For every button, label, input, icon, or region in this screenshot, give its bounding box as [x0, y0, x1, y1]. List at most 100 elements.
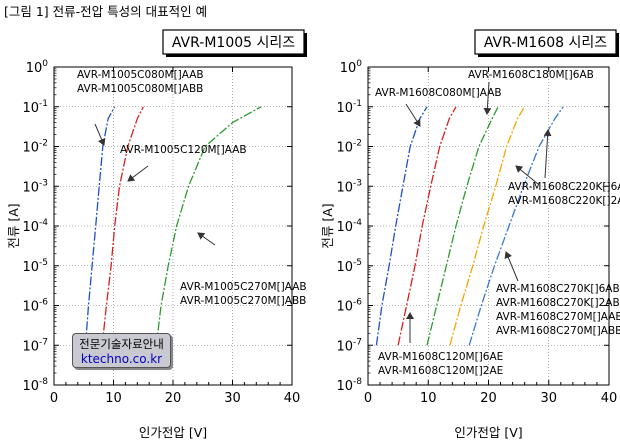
y-tick-label: 10-1 [336, 99, 362, 116]
series-line-3 [426, 106, 499, 346]
y-tick-label: 10-1 [22, 99, 48, 116]
series-annotation: AVR-M1608C220K[]2A3 [508, 195, 620, 207]
x-tick-label: 30 [224, 391, 241, 406]
y-tick-label: 10-2 [336, 139, 362, 156]
y-axis-label: 전류 [A] [320, 203, 335, 248]
tick-base: 10 [340, 61, 357, 76]
y-tick-label: 10-7 [22, 337, 48, 354]
tick-base: 10 [22, 220, 39, 235]
tick-exponent: -1 [353, 99, 362, 109]
tick-base: 10 [22, 260, 39, 275]
watermark-line1: 전문기술자료안내 [79, 337, 164, 351]
x-tick-label: 40 [284, 391, 301, 406]
y-tick-label: 10-5 [22, 258, 48, 275]
tick-base: 10 [336, 141, 353, 156]
chart-title: AVR-M1608 시리즈 [484, 35, 607, 51]
annotation-arrow [197, 232, 216, 246]
tick-base: 10 [22, 141, 39, 156]
series-annotation: AVR-M1005C270M[]AAB [180, 281, 307, 293]
y-tick-label: 10-7 [336, 337, 362, 354]
tick-base: 10 [22, 180, 39, 195]
chart-title: AVR-M1005 시리즈 [172, 35, 295, 51]
tick-exponent: 0 [356, 59, 362, 69]
x-tick-label: 10 [420, 391, 437, 406]
figure-title: [그림 1] 전류-전압 특성의 대표적인 예 [4, 4, 208, 19]
tick-base: 10 [336, 260, 353, 275]
annotation-arrow [515, 165, 539, 185]
series-annotation: AVR-M1005C080M[]ABB [77, 83, 203, 95]
tick-exponent: -7 [39, 337, 48, 347]
y-tick-label: 10-3 [22, 178, 48, 195]
series-line-4 [449, 106, 526, 346]
tick-base: 10 [336, 379, 353, 394]
tick-exponent: -4 [353, 218, 362, 228]
tick-exponent: -4 [39, 218, 48, 228]
title-box [474, 29, 617, 55]
series-line-2 [397, 106, 457, 346]
x-tick-label: 40 [601, 391, 618, 406]
tick-base: 10 [336, 180, 353, 195]
tick-exponent: -6 [39, 298, 48, 308]
tick-exponent: 0 [42, 59, 48, 69]
tick-base: 10 [336, 220, 353, 235]
series-annotation: AVR-M1608C180M[]6AB [468, 69, 594, 81]
x-tick-label: 0 [364, 391, 372, 406]
tick-exponent: -6 [353, 298, 362, 308]
watermark-line2: ktechno.co.kr [80, 352, 163, 366]
tick-exponent: -3 [39, 178, 48, 188]
tick-exponent: -5 [353, 258, 362, 268]
y-tick-label: 10-5 [336, 258, 362, 275]
series-line-3 [155, 106, 262, 346]
chart-panel-2: 0 10 20 30 4010010-110-210-310-410-510-610-7… [320, 29, 620, 440]
annotation-arrow [127, 165, 149, 182]
series-annotation: AVR-M1005C270M[]ABB [180, 295, 306, 307]
watermark-badge: 전문기술자료안내 ktechno.co.kr [72, 333, 171, 368]
y-tick-label: 100 [340, 59, 363, 76]
y-tick-label: 10-8 [22, 377, 48, 394]
series-line-5 [468, 106, 564, 346]
annotation-arrow [405, 103, 421, 127]
title-box [162, 29, 305, 55]
y-tick-label: 10-4 [22, 218, 48, 235]
tick-exponent: -5 [39, 258, 48, 268]
tick-base: 10 [22, 339, 39, 354]
annotation-arrow [94, 123, 106, 146]
tick-base: 10 [336, 101, 353, 116]
tick-exponent: -2 [39, 139, 48, 149]
y-axis-label: 전류 [A] [6, 203, 21, 248]
y-tick-label: 10-2 [22, 139, 48, 156]
tick-base: 10 [22, 300, 39, 315]
y-tick-label: 10-4 [336, 218, 362, 235]
y-tick-label: 10-8 [336, 377, 362, 394]
y-tick-label: 10-6 [22, 298, 48, 315]
tick-base: 10 [26, 61, 43, 76]
y-tick-label: 10-3 [336, 178, 362, 195]
tick-base: 10 [22, 379, 39, 394]
series-line-1 [84, 106, 116, 346]
series-annotation: AVR-M1608C270M[]AAB [496, 311, 620, 323]
series-annotation: AVR-M1608C270K[]2AB [496, 297, 620, 309]
series-annotation: AVR-M1608C220K[]6A3 [508, 181, 620, 193]
series-annotation: AVR-M1608C270K[]6AB [496, 283, 620, 295]
x-tick-label: 10 [105, 391, 122, 406]
series-annotation: AVR-M1608C080M[]AAB [375, 87, 502, 99]
tick-exponent: -1 [39, 99, 48, 109]
tick-exponent: -7 [353, 337, 362, 347]
tick-exponent: -8 [353, 377, 362, 387]
tick-base: 10 [22, 101, 39, 116]
x-tick-label: 20 [165, 391, 182, 406]
chart-panel-1: 0 10 20 30 4010010-110-210-310-410-510-610-7… [6, 29, 307, 440]
tick-exponent: -3 [353, 178, 362, 188]
x-tick-label: 20 [480, 391, 497, 406]
series-annotation: AVR-M1608C120M[]2AE [378, 365, 503, 377]
y-tick-label: 100 [26, 59, 49, 76]
x-tick-label: 0 [50, 391, 58, 406]
tick-exponent: -2 [353, 139, 362, 149]
series-annotation: AVR-M1608C270M[]ABB [496, 325, 620, 337]
annotation-arrow [504, 251, 519, 282]
series-annotation: AVR-M1005C120M[]AAB [120, 144, 247, 156]
x-tick-label: 30 [540, 391, 557, 406]
y-tick-label: 10-6 [336, 298, 362, 315]
x-axis-label: 인가전압 [V] [454, 425, 522, 440]
